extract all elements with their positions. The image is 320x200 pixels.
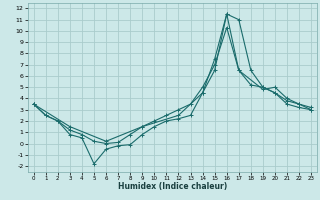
X-axis label: Humidex (Indice chaleur): Humidex (Indice chaleur)	[118, 182, 227, 191]
